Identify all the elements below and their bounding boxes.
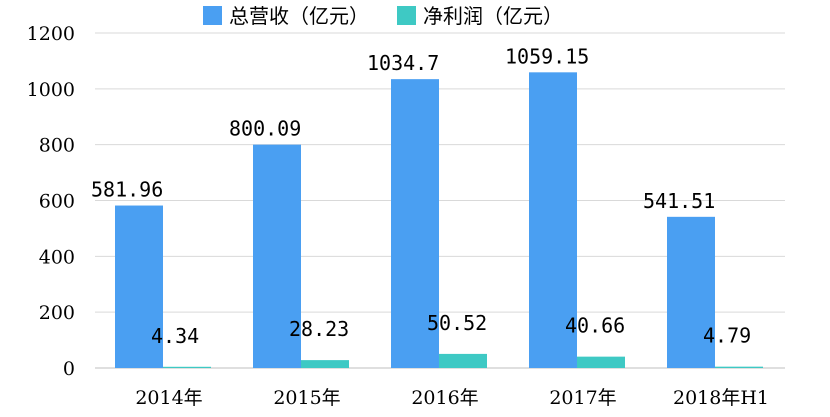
revenue-legend-swatch (203, 6, 222, 25)
x-tick-label: 2014年 (135, 387, 202, 409)
y-axis-ticks: 0 200 400 600 800 1000 1200 (27, 23, 75, 380)
y-tick-label: 600 (39, 191, 75, 213)
revenue-bar (115, 205, 163, 368)
revenue-bar (391, 79, 439, 369)
data-labels: 581.96 4.34 800.09 28.23 1034.7 50.52 1059.15 4… (91, 44, 751, 347)
revenue-bar (529, 72, 577, 369)
profit-bar (577, 356, 625, 368)
revenue-data-label: 581.96 (91, 178, 163, 202)
y-tick-label: 800 (39, 135, 75, 157)
bars (115, 72, 763, 369)
revenue-data-label: 1034.7 (367, 51, 439, 75)
profit-data-label: 50.52 (427, 311, 487, 335)
profit-data-label: 4.34 (151, 324, 199, 348)
y-tick-label: 1000 (27, 79, 75, 101)
y-tick-label: 1200 (27, 23, 75, 45)
profit-bar (715, 366, 763, 368)
profit-bar (163, 366, 211, 368)
revenue-data-label: 800.09 (229, 117, 301, 141)
revenue-bar (253, 144, 301, 368)
y-tick-label: 400 (39, 246, 75, 268)
y-tick-label: 0 (63, 358, 75, 380)
revenue-data-label: 1059.15 (505, 44, 589, 68)
revenue-legend-label: 总营收（亿元） (229, 4, 369, 28)
x-axis-ticks: 2014年 2015年 2016年 2017年 2018年H1 (135, 387, 769, 409)
revenue-bar (667, 216, 715, 368)
profit-data-label: 28.23 (289, 317, 349, 341)
profit-bar (439, 353, 487, 368)
profit-legend-label: 净利润（亿元） (423, 4, 563, 28)
x-tick-label: 2015年 (273, 387, 340, 409)
profit-bar (301, 360, 349, 368)
gridlines (95, 32, 785, 369)
revenue-data-label: 541.51 (643, 189, 715, 213)
y-tick-label: 200 (39, 302, 75, 324)
x-tick-label: 2016年 (411, 387, 478, 409)
x-tick-label: 2017年 (549, 387, 616, 409)
profit-data-label: 40.66 (565, 314, 625, 338)
legend: 总营收（亿元） 净利润（亿元） (203, 4, 563, 28)
profit-data-label: 4.79 (703, 324, 751, 348)
x-tick-label: 2018年H1 (673, 387, 769, 409)
profit-legend-swatch (397, 6, 416, 25)
